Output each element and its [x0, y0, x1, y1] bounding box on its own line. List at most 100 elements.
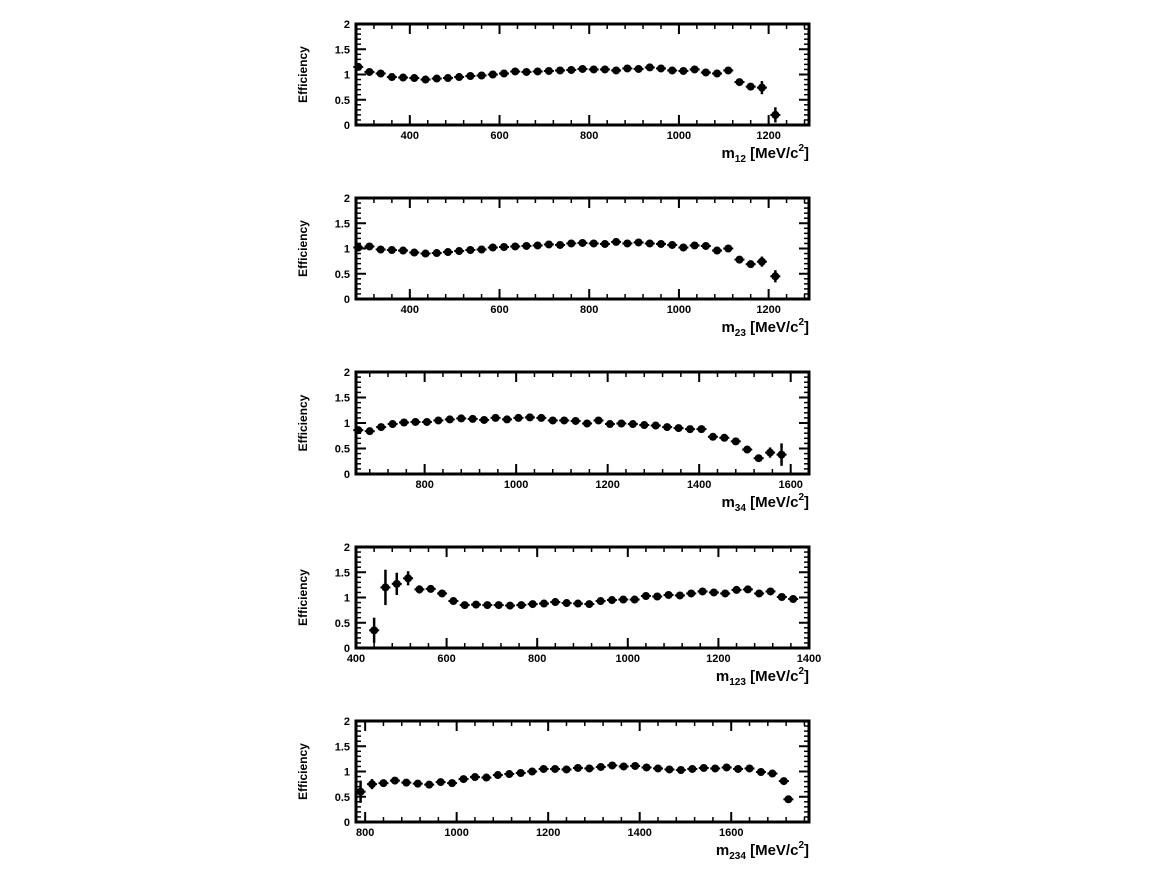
data-point	[768, 769, 777, 778]
data-point	[539, 764, 548, 773]
x-axis-label-units: [MeV/c	[746, 145, 799, 162]
data-point	[571, 416, 580, 425]
data-point	[594, 416, 603, 425]
data-point	[722, 763, 731, 772]
data-point	[488, 243, 497, 252]
y-tick-label: 0.5	[335, 792, 350, 804]
data-point	[368, 780, 377, 789]
data-point	[724, 66, 733, 75]
data-point	[734, 764, 743, 773]
data-point	[544, 240, 553, 249]
data-point	[477, 71, 486, 80]
data-point	[511, 67, 520, 76]
data-point	[354, 62, 363, 71]
data-point	[365, 67, 374, 76]
data-point	[585, 764, 594, 773]
x-axis-label-sub: 34	[735, 503, 747, 514]
data-point	[399, 246, 408, 255]
data-point	[631, 761, 640, 770]
y-tick-label: 1.5	[335, 44, 350, 56]
data-point	[483, 601, 492, 610]
data-point	[713, 246, 722, 255]
plot-frame	[354, 22, 811, 127]
x-tick-label: 1400	[687, 479, 711, 491]
data-point	[459, 775, 468, 784]
data-point	[583, 419, 592, 428]
data-point	[539, 599, 548, 608]
data-point	[777, 450, 786, 459]
x-axis-label-end: ]	[804, 494, 809, 511]
data-point	[690, 65, 699, 74]
data-point	[757, 257, 766, 266]
data-point	[663, 423, 672, 432]
data-point	[381, 583, 390, 592]
data-point	[410, 248, 419, 257]
data-point	[596, 762, 605, 771]
x-axis-label-end: ]	[804, 319, 809, 336]
y-tick-label: 2	[344, 19, 350, 31]
data-point	[516, 769, 525, 778]
data-point	[443, 74, 452, 83]
x-axis-label-sup: 2	[798, 666, 804, 677]
data-point	[445, 415, 454, 424]
data-point	[468, 414, 477, 423]
data-point	[784, 795, 793, 804]
data-point	[500, 242, 509, 251]
data-point	[779, 777, 788, 786]
data-point	[653, 592, 662, 601]
x-axis-label-units: [MeV/c	[746, 842, 799, 859]
data-point	[697, 425, 706, 434]
data-point	[679, 243, 688, 252]
x-tick-label: 600	[437, 653, 455, 665]
data-point	[573, 599, 582, 608]
x-axis-label-sup: 2	[798, 317, 804, 328]
data-point	[533, 67, 542, 76]
y-tick-label: 1.5	[335, 218, 350, 230]
x-tick-label: 1200	[756, 304, 780, 316]
data-point	[448, 779, 457, 788]
data-point	[377, 423, 386, 432]
data-point	[640, 421, 649, 430]
data-point	[664, 590, 673, 599]
data-point	[589, 239, 598, 248]
y-tick-label: 0	[344, 643, 350, 655]
data-point	[713, 69, 722, 78]
data-point	[665, 765, 674, 774]
data-point	[676, 765, 685, 774]
data-point	[413, 779, 422, 788]
data-point	[551, 764, 560, 773]
data-point	[556, 66, 565, 75]
data-point	[612, 237, 621, 246]
data-point	[630, 595, 639, 604]
data-point	[422, 417, 431, 426]
y-tick-label: 1	[344, 418, 350, 430]
data-point	[354, 426, 363, 435]
data-point	[708, 432, 717, 441]
x-axis-label: m23 [MeV/c2]	[721, 317, 809, 339]
x-axis-label-m: m	[721, 319, 734, 336]
data-point	[477, 245, 486, 254]
x-tick-label: 800	[415, 479, 433, 491]
data-point	[654, 764, 662, 773]
data-point	[356, 787, 365, 796]
y-tick-label: 2	[344, 716, 350, 728]
data-point	[421, 75, 430, 84]
data-point	[605, 420, 614, 429]
data-point	[470, 773, 479, 782]
data-point	[567, 65, 576, 74]
data-point	[503, 415, 511, 424]
data-point	[514, 413, 523, 422]
data-point	[690, 241, 699, 250]
data-point	[494, 601, 503, 610]
x-axis-label-sub: 12	[735, 154, 747, 165]
data-point	[482, 773, 491, 782]
data-point	[354, 243, 363, 252]
data-point	[488, 70, 497, 79]
chart-panel-2: 0 0.5 1 1.5 2 400 600 800 1000 1200 Efficiency m23 …	[296, 193, 811, 339]
y-tick-label: 0	[344, 817, 350, 829]
data-point	[589, 65, 598, 74]
y-tick-label: 1	[344, 593, 350, 605]
data-point	[674, 424, 683, 433]
data-point	[392, 579, 401, 588]
